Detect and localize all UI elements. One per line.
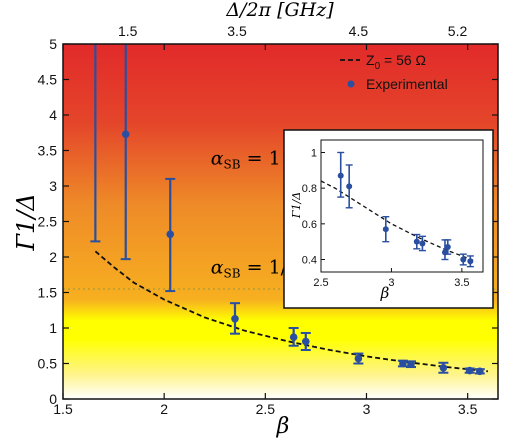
y-tick-label-10: 5 [49,36,57,52]
y-tick-label-9: 4.5 [38,72,58,88]
inset-y-axis-label: Γ1/Δ [290,192,303,219]
inset-data-point-1 [346,183,353,190]
inset-x-tick-label-2: 3.5 [454,277,469,289]
data-point-1 [121,130,130,138]
inset-frame [283,129,494,309]
data-point-7 [399,359,407,368]
inset-x-axis-label: β [380,284,390,302]
top-tick-label-0: 1.5 [118,23,138,39]
y-tick-label-5: 2.5 [38,214,58,230]
data-point-8 [407,360,415,369]
y-axis-label: Γ1/Δ [12,193,40,251]
data-point-11 [475,367,484,376]
y-tick-label-0: 0 [49,391,57,407]
top-tick-label-3: 5.2 [448,23,468,39]
legend-fit-label: Z0 = 56 Ω [366,52,426,72]
data-point-5 [301,337,310,346]
data-point-4 [289,333,298,342]
inset-y-tick-label-3: 1 [311,147,317,159]
data-point-2 [166,230,175,239]
inset-y-tick-label-1: 0.6 [302,219,317,231]
inset-data-point-2 [382,226,389,233]
inset-x-tick-label-0: 2.5 [313,277,328,289]
x-tick-label-4: 3.5 [458,401,478,417]
data-point-6 [354,354,363,363]
data-point-10 [465,366,474,375]
y-tick-label-8: 4 [49,107,57,123]
annotation-alpha-1: αSB = 1 [211,148,281,172]
y-tick-label-2: 1 [49,320,57,336]
top-tick-label-1: 3.5 [227,23,247,39]
inset-data-point-6 [444,244,451,251]
legend: Z0 = 56 Ω Experimental [340,52,448,92]
y-tick-label-1: 0.5 [38,356,58,372]
inset-x-tick-label-1: 3 [388,277,394,289]
inset: 2.5 3 3.5 0.4 0.6 0.8 1 β Γ1/Δ [283,129,494,309]
x-tick-label-3: 3 [363,401,371,417]
y-tick-label-7: 3.5 [38,143,58,159]
x-tick-label-0: 1.5 [53,401,73,417]
inset-data-point-3 [413,238,420,245]
data-point-9 [439,363,448,372]
inset-data-point-4 [419,240,426,247]
legend-experimental-label: Experimental [366,76,448,92]
inset-plot-frame [320,139,484,273]
y-tick-label-4: 2 [49,249,57,265]
inset-fit-curve [320,180,477,262]
inset-y-tick-label-2: 0.8 [302,183,317,195]
fit-curve [94,250,488,373]
inset-y-tick-label-0: 0.4 [302,255,317,267]
y-tick-label-6: 3 [49,178,57,194]
x-axis-label: β [276,414,290,439]
x-tick-label-1: 2 [160,401,168,417]
inset-data-point-0 [337,172,344,179]
x-tick-label-2: 2.5 [256,401,276,417]
top-tick-label-2: 4.5 [349,23,369,39]
y-tick-label-3: 1.5 [38,285,58,301]
inset-data-point-8 [467,258,474,265]
legend-experimental-marker [347,80,355,88]
data-point-3 [231,314,239,323]
inset-data-point-7 [460,256,467,263]
top-axis-label: Δ/2π [GHz] [225,0,334,21]
